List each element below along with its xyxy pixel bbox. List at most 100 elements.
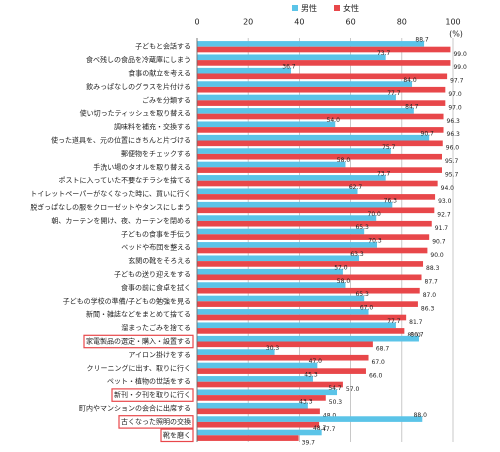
x-tick-label: 40	[294, 18, 304, 27]
value-label: 50.3	[329, 399, 343, 406]
bar	[197, 148, 391, 154]
category-label: 新刊・夕刊を取りに行く	[114, 390, 191, 399]
bar	[197, 395, 326, 401]
bar	[197, 287, 420, 294]
bar	[197, 274, 422, 281]
bar	[197, 341, 373, 348]
value-label: 47.0	[309, 358, 323, 365]
category-label: 子どもと会話する	[135, 42, 191, 51]
value-label: 62.7	[349, 184, 363, 191]
value-label: 86.7	[410, 331, 424, 338]
category-label: ペット・植物の世話をする	[107, 377, 191, 386]
category-label: 食事の献立を考える	[128, 69, 191, 78]
bar	[197, 247, 428, 254]
value-label: 57.0	[334, 264, 348, 271]
category-label: 使い切ったティッシュを取り替える	[80, 109, 191, 118]
bar	[197, 314, 407, 321]
value-label: 96.0	[446, 145, 460, 152]
bar	[197, 60, 451, 66]
value-label: 76.3	[384, 197, 398, 204]
bar	[197, 354, 369, 361]
value-label: 65.3	[355, 291, 369, 298]
category-label: ベッドや布団を整える	[121, 243, 191, 252]
value-label: 97.0	[448, 104, 462, 111]
legend-label: 男性	[301, 3, 317, 13]
category-label: 朝、カーテンを開け、夜、カーテンを閉める	[51, 216, 191, 225]
value-label: 97.7	[450, 78, 464, 85]
value-label: 90.0	[430, 252, 444, 259]
value-label: 73.7	[377, 50, 391, 57]
bar	[197, 94, 396, 101]
category-label: 調味料を補充・交換する	[114, 122, 191, 131]
bar	[197, 175, 386, 181]
bar	[197, 408, 320, 415]
value-label: 95.7	[445, 171, 459, 178]
category-label: 食べ残しの食品を冷蔵庫にしまう	[86, 55, 191, 64]
bar	[197, 127, 444, 133]
x-tick-label: 20	[243, 18, 253, 27]
bar	[197, 421, 320, 428]
bar	[197, 255, 360, 262]
bar	[197, 234, 430, 240]
value-label: 70.0	[368, 211, 382, 218]
value-label: 88.7	[415, 37, 429, 44]
bar	[197, 215, 377, 221]
bar	[197, 194, 436, 200]
category-label: 郵便物をチェックする	[121, 149, 191, 158]
value-label: 96.3	[447, 118, 461, 125]
bar	[197, 328, 405, 334]
category-label: 脱ぎっぱなしの服をクローゼットやタンスにしまう	[30, 203, 191, 212]
value-label: 47.7	[322, 426, 336, 433]
bar	[197, 322, 396, 329]
bar	[197, 309, 369, 315]
bar	[197, 161, 346, 168]
value-label: 54.7	[328, 385, 342, 392]
value-label: 93.0	[438, 198, 452, 205]
category-label: 子どもの食事を手伝う	[121, 229, 191, 238]
value-label: 54.0	[327, 117, 341, 124]
bar	[197, 268, 343, 275]
bar	[197, 41, 425, 47]
bar	[197, 188, 358, 195]
bar	[197, 389, 338, 396]
value-label: 94.0	[441, 185, 455, 192]
bar	[197, 301, 418, 307]
value-label: 97.0	[448, 91, 462, 98]
value-label: 68.7	[376, 346, 390, 353]
value-label: 58.0	[337, 278, 351, 285]
value-label: 88.3	[426, 265, 440, 272]
unit-label: (%)	[449, 30, 463, 39]
value-label: 99.0	[453, 64, 467, 71]
value-label: 65.3	[355, 224, 369, 231]
value-label: 45.3	[304, 372, 318, 379]
bar	[197, 201, 393, 208]
bar	[197, 100, 446, 106]
category-label: 溜まったごみを捨てる	[121, 323, 191, 332]
bar	[197, 180, 438, 187]
value-label: 87.7	[425, 279, 439, 286]
value-label: 67.0	[360, 305, 374, 312]
bar	[197, 140, 443, 147]
bar	[197, 242, 377, 248]
category-label: アイロン掛けをする	[128, 350, 191, 359]
category-label: ごみを分類する	[142, 95, 191, 104]
bar	[197, 108, 414, 114]
value-label: 88.0	[414, 412, 428, 419]
bar	[197, 295, 365, 302]
highlight-box	[118, 415, 194, 429]
bar	[197, 86, 446, 93]
value-label: 70.3	[368, 238, 382, 245]
value-label: 48.0	[323, 413, 337, 420]
bar	[197, 134, 430, 141]
value-label: 90.7	[421, 130, 435, 137]
bar	[197, 167, 442, 173]
value-label: 39.7	[302, 439, 316, 446]
value-label: 75.7	[382, 144, 396, 151]
bar	[197, 220, 432, 227]
bar	[197, 349, 275, 355]
category-label: 子どもの送り迎えをする	[114, 270, 191, 279]
value-label: 95.7	[445, 158, 459, 165]
value-label: 43.3	[299, 398, 313, 405]
category-label: クリーニングに出す、取りに行く	[87, 363, 191, 372]
